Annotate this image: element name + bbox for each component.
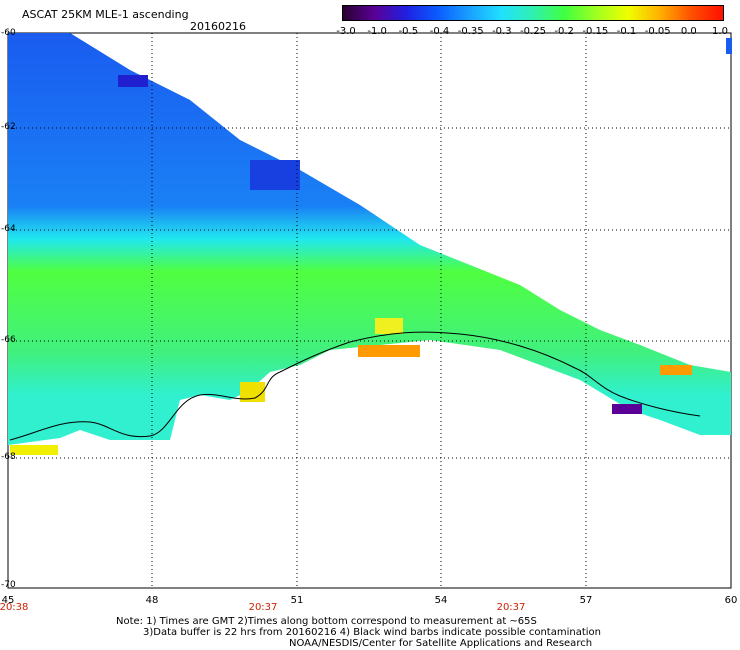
wind-patch-blue [726,38,732,54]
colorbar-tick-label: -3.0 [336,26,356,37]
colorbar-tick-label: -0.1 [616,26,637,37]
wind-patch-darkblue [118,75,148,87]
colorbar-tick-label: -0.2 [554,26,574,37]
lat-label: -68 [1,452,16,462]
wind-patch-orange [660,365,692,375]
colorbar-tick-label: -0.3 [492,26,512,37]
wind-patch-purple [612,404,642,414]
colorbar-tick-label: -1.0 [367,26,387,37]
lon-label: 57 [579,595,593,606]
colorbar-tick-label: -0.15 [582,26,609,37]
lon-label: 54 [434,595,448,606]
lat-label: -62 [1,122,16,132]
lat-label: -70 [1,580,16,590]
lon-label: 45 [1,595,15,606]
note-line-2: 3)Data buffer is 22 hrs from 20160216 4)… [143,627,601,638]
colorbar-tick-label: 1.0 [712,26,728,37]
colorbar-tick-label: -0.05 [644,26,671,37]
colorbar-tick-label: -0.25 [520,26,546,37]
time-label: 20:37 [496,602,526,613]
product-title: ASCAT 25KM MLE-1 ascending [22,8,189,21]
lon-label: 51 [290,595,304,606]
product-date: 20160216 [190,20,246,33]
coastline [9,331,701,441]
lon-label: 60 [724,595,738,606]
lon-label: 48 [145,595,159,606]
lat-label: -66 [1,335,16,345]
wind-patch-orange [358,345,420,357]
wind-patch-yellow [10,445,58,455]
wind-patch-darkblue [250,160,300,190]
lat-label: -60 [1,28,16,38]
colorbar [342,5,724,21]
colorbar-tick-label: -0.4 [429,26,450,37]
wind-patch-yellow [375,318,403,334]
colorbar-tick-label: 0.0 [680,26,697,37]
note-line-1: Note: 1) Times are GMT 2)Times along bot… [116,616,537,627]
colorbar-tick-label: -0.35 [457,26,484,37]
colorbar-tick-label: -0.5 [398,26,419,37]
wind-swath [8,33,731,445]
wind-patch-yellow [240,382,265,402]
lat-label: -64 [1,224,16,234]
note-line-3: NOAA/NESDIS/Center for Satellite Applica… [289,638,593,649]
time-label: 20:38 [0,602,29,613]
time-label: 20:37 [248,602,278,613]
